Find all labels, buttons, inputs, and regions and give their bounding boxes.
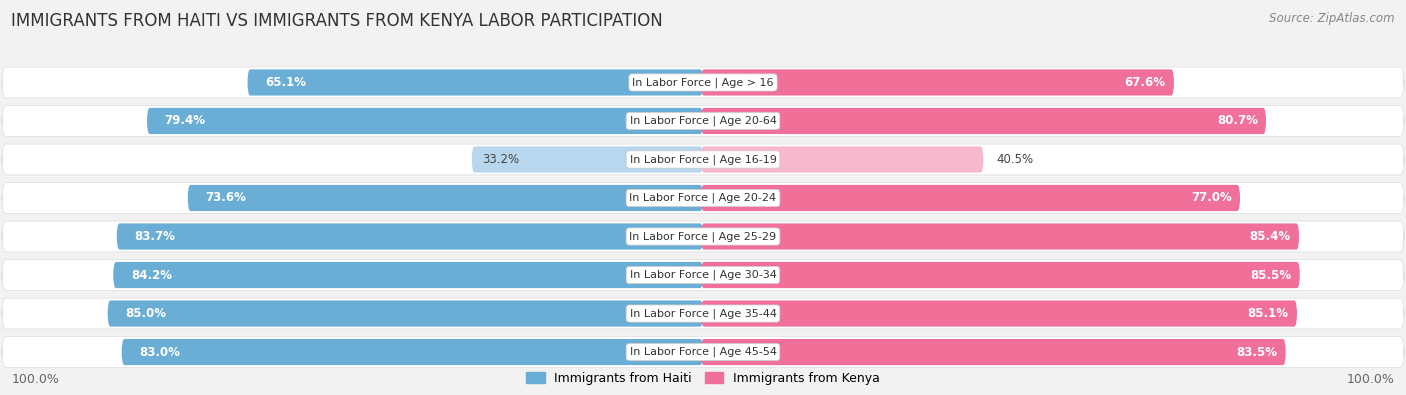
Text: 85.4%: 85.4% — [1250, 230, 1291, 243]
FancyBboxPatch shape — [247, 70, 703, 96]
FancyBboxPatch shape — [700, 185, 1240, 211]
Text: In Labor Force | Age 20-24: In Labor Force | Age 20-24 — [630, 193, 776, 203]
FancyBboxPatch shape — [1, 182, 1403, 213]
Text: 85.5%: 85.5% — [1250, 269, 1292, 282]
FancyBboxPatch shape — [1, 67, 1403, 98]
Text: 33.2%: 33.2% — [482, 153, 519, 166]
Text: 40.5%: 40.5% — [997, 153, 1033, 166]
FancyBboxPatch shape — [1, 144, 1403, 175]
FancyBboxPatch shape — [107, 301, 703, 327]
FancyBboxPatch shape — [471, 147, 703, 173]
Legend: Immigrants from Haiti, Immigrants from Kenya: Immigrants from Haiti, Immigrants from K… — [522, 368, 884, 389]
Text: IMMIGRANTS FROM HAITI VS IMMIGRANTS FROM KENYA LABOR PARTICIPATION: IMMIGRANTS FROM HAITI VS IMMIGRANTS FROM… — [11, 12, 664, 30]
Text: 77.0%: 77.0% — [1191, 192, 1232, 205]
FancyBboxPatch shape — [700, 147, 984, 173]
Text: 85.0%: 85.0% — [125, 307, 166, 320]
FancyBboxPatch shape — [700, 70, 1174, 96]
FancyBboxPatch shape — [1, 298, 1403, 329]
Text: 100.0%: 100.0% — [11, 373, 59, 386]
Text: 80.7%: 80.7% — [1216, 115, 1257, 128]
FancyBboxPatch shape — [1, 221, 1403, 252]
FancyBboxPatch shape — [700, 339, 1286, 365]
FancyBboxPatch shape — [700, 262, 1301, 288]
Text: 83.7%: 83.7% — [134, 230, 176, 243]
Text: In Labor Force | Age 45-54: In Labor Force | Age 45-54 — [630, 347, 776, 357]
Text: In Labor Force | Age 16-19: In Labor Force | Age 16-19 — [630, 154, 776, 165]
Text: 83.0%: 83.0% — [139, 346, 180, 359]
Text: In Labor Force | Age 25-29: In Labor Force | Age 25-29 — [630, 231, 776, 242]
FancyBboxPatch shape — [1, 260, 1403, 290]
Text: 65.1%: 65.1% — [264, 76, 307, 89]
Text: In Labor Force | Age > 16: In Labor Force | Age > 16 — [633, 77, 773, 88]
Text: 79.4%: 79.4% — [165, 115, 205, 128]
FancyBboxPatch shape — [1, 337, 1403, 367]
Text: 100.0%: 100.0% — [1347, 373, 1395, 386]
Text: 73.6%: 73.6% — [205, 192, 246, 205]
Text: Source: ZipAtlas.com: Source: ZipAtlas.com — [1270, 12, 1395, 25]
FancyBboxPatch shape — [700, 224, 1299, 250]
FancyBboxPatch shape — [700, 108, 1267, 134]
FancyBboxPatch shape — [188, 185, 703, 211]
Text: 84.2%: 84.2% — [131, 269, 172, 282]
Text: 85.1%: 85.1% — [1247, 307, 1289, 320]
FancyBboxPatch shape — [112, 262, 703, 288]
Text: In Labor Force | Age 35-44: In Labor Force | Age 35-44 — [630, 308, 776, 319]
FancyBboxPatch shape — [117, 224, 703, 250]
Text: 67.6%: 67.6% — [1125, 76, 1166, 89]
Text: In Labor Force | Age 30-34: In Labor Force | Age 30-34 — [630, 270, 776, 280]
FancyBboxPatch shape — [700, 301, 1296, 327]
Text: In Labor Force | Age 20-64: In Labor Force | Age 20-64 — [630, 116, 776, 126]
FancyBboxPatch shape — [146, 108, 703, 134]
FancyBboxPatch shape — [121, 339, 703, 365]
Text: 83.5%: 83.5% — [1236, 346, 1278, 359]
FancyBboxPatch shape — [1, 105, 1403, 136]
